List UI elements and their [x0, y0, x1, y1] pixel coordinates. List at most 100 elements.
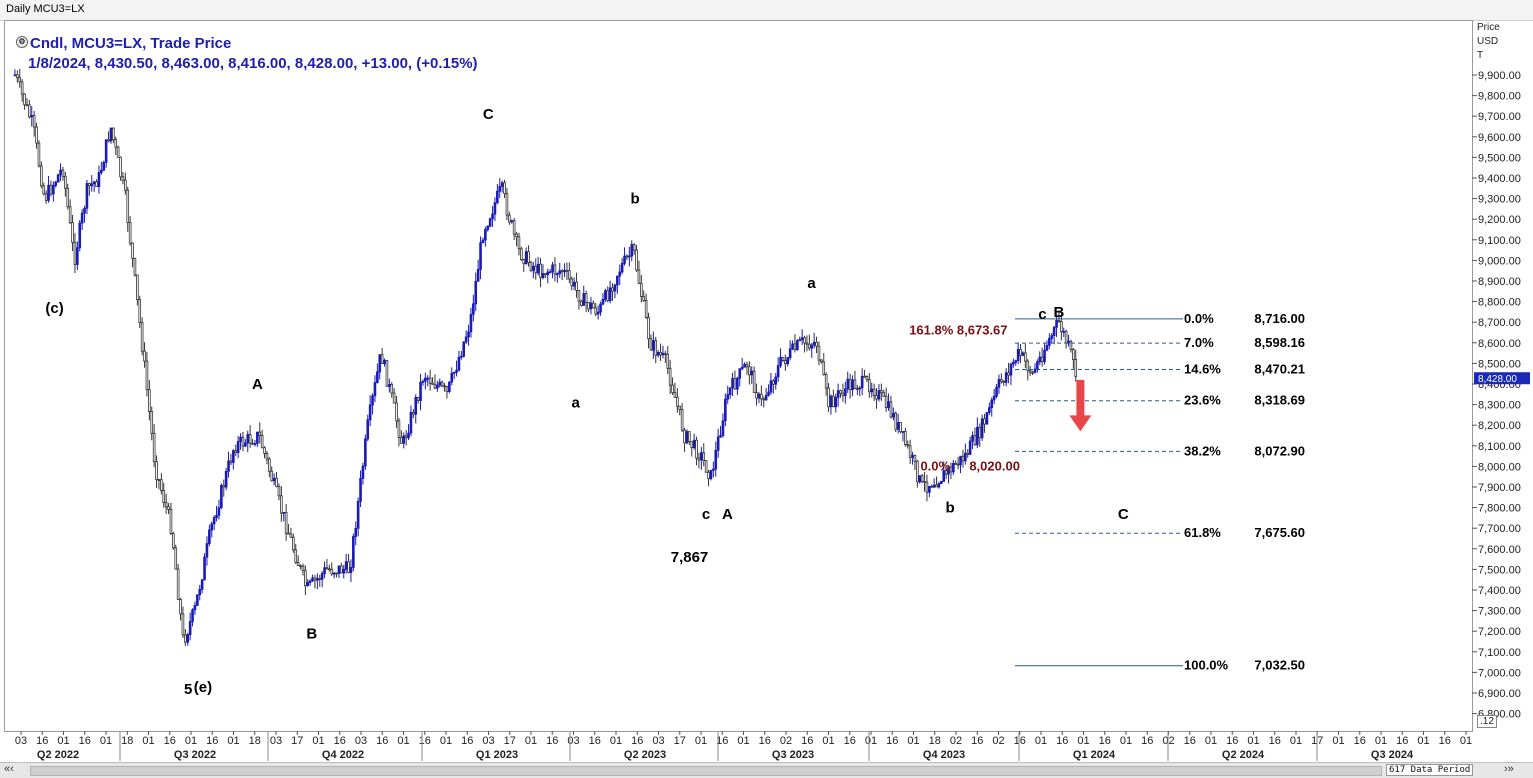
x-tick-label: 01 [737, 735, 749, 747]
candle-body [66, 187, 70, 208]
candle-body [740, 366, 744, 370]
candle-body [961, 455, 965, 462]
candle-body [121, 176, 125, 181]
candle-body [1038, 356, 1042, 363]
candle-body [769, 380, 773, 393]
scroll-thumb[interactable] [30, 766, 1382, 776]
candle-body [76, 247, 79, 265]
x-tick-label: 18 [929, 735, 941, 747]
y-tick-label: 9,200.00 [1478, 214, 1521, 226]
fib-level-value: 8,072.90 [1254, 443, 1305, 458]
candle-body [524, 251, 528, 265]
candle-body [131, 242, 134, 259]
scroll-left-icon[interactable]: «‹ [4, 763, 14, 775]
candle-body [918, 475, 922, 483]
y-tick-label: 8,000.00 [1478, 461, 1521, 473]
candle-body [174, 547, 178, 570]
candle-body [301, 565, 305, 572]
candle-body [803, 337, 806, 344]
y-tick-label: 9,300.00 [1478, 194, 1521, 206]
x-quarter-label: Q3 2023 [772, 749, 814, 761]
candle-body [263, 447, 266, 454]
wave-label: B [306, 625, 317, 642]
candle-body [325, 567, 329, 570]
candle-body [544, 273, 547, 276]
candle-body [244, 442, 247, 447]
candle-body [385, 359, 389, 387]
legend-settings-icon[interactable]: ⚙ [16, 36, 28, 48]
scrollbar[interactable]: «‹ 617 Data Period ›» [0, 762, 1533, 778]
candle-body [889, 401, 893, 418]
candle-body [49, 184, 53, 195]
candle-body [275, 477, 278, 487]
candle-body [988, 407, 991, 413]
candle-body [133, 257, 137, 276]
candle-body [894, 412, 898, 430]
candle-body [1067, 340, 1070, 344]
y-tick-label: 8,300.00 [1478, 400, 1521, 412]
candle-body [985, 412, 989, 425]
candle-body [484, 229, 487, 241]
x-tick-label: 18 [249, 735, 261, 747]
candle-body [239, 436, 242, 442]
x-tick-label: 16 [206, 735, 218, 747]
candle-body [772, 380, 775, 385]
x-tick-label: 16 [1099, 735, 1111, 747]
candle-body [1004, 372, 1008, 383]
chart-legend: ⚙ Cndl, MCU3=LX, Trade Price 1/8/2024, 8,… [16, 34, 478, 74]
x-tick-label: 16 [716, 735, 728, 747]
candle-body [563, 269, 566, 273]
x-tick-label: 01 [185, 735, 197, 747]
candle-body [892, 412, 895, 418]
candle-body [364, 438, 367, 467]
candle-body [582, 293, 586, 306]
scroll-right-icon[interactable]: ›» [1504, 763, 1514, 775]
candle-body [685, 431, 689, 444]
candle-body [736, 377, 739, 390]
y-tick-label: 7,700.00 [1478, 523, 1521, 535]
candle-body [83, 207, 86, 214]
candle-body [354, 527, 358, 537]
candle-body [162, 490, 166, 504]
candle-body [44, 193, 48, 201]
candle-body [522, 259, 526, 265]
candle-body [594, 307, 598, 315]
candle-body [440, 381, 444, 387]
x-tick-label: 01 [312, 735, 324, 747]
candle-body [882, 392, 886, 397]
candle-body [56, 174, 60, 183]
candle-body [858, 387, 862, 390]
candle-body [1050, 335, 1054, 339]
candle-body [1014, 360, 1018, 363]
candle-body [1002, 380, 1006, 383]
projection-arrow-head [1069, 415, 1092, 432]
candle-body [776, 365, 780, 378]
candle-body [1045, 344, 1049, 351]
candle-body [966, 452, 970, 455]
fib-level-percent: 61.8% [1184, 525, 1221, 540]
candle-body [448, 381, 451, 393]
wave-label: a [807, 275, 816, 292]
candle-body [212, 517, 216, 525]
candle-body [80, 212, 84, 224]
candle-body [479, 242, 482, 270]
candle-body [1009, 363, 1013, 376]
candle-body [863, 375, 866, 378]
x-tick-label: 16 [801, 735, 813, 747]
candle-body [976, 426, 979, 446]
candle-body [817, 345, 821, 361]
candle-body [608, 287, 612, 302]
candle-body [424, 377, 427, 382]
candle-body [148, 389, 151, 412]
x-tick-label: 01 [907, 735, 919, 747]
candle-body [570, 278, 574, 287]
candle-body [488, 218, 492, 227]
x-tick-label: 17 [674, 735, 686, 747]
candle-body [476, 268, 480, 282]
candle-body [625, 255, 629, 258]
candle-body [92, 181, 96, 185]
x-tick-label: 16 [419, 735, 431, 747]
candle-body [258, 431, 262, 436]
candle-body [289, 533, 293, 538]
